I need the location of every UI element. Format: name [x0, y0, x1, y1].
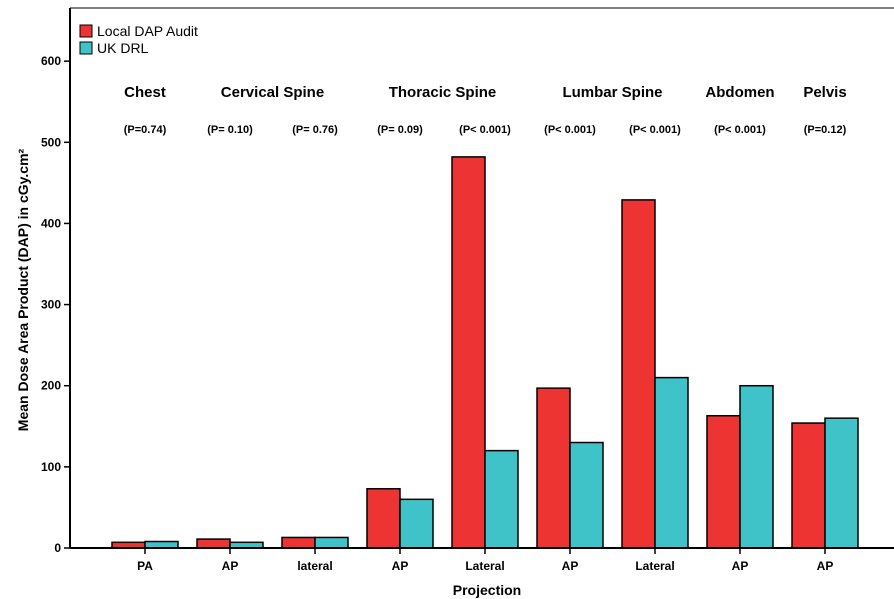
y-ticks: 0 100 200 300 400 500 600 [41, 54, 70, 555]
group-label: Thoracic Spine [389, 84, 497, 101]
x-axis-label: Projection [453, 582, 521, 598]
bar-uk-drl-4 [484, 449, 519, 549]
x-tick-label: lateral [297, 559, 332, 573]
p-value-labels: (P=0.74) (P= 0.10) (P= 0.76) (P= 0.09) (P< 0… [124, 124, 847, 136]
y-tick-label: 300 [41, 298, 61, 312]
x-tick-label: AP [222, 559, 239, 573]
bar-uk-drl-3 [399, 498, 434, 549]
group-label: Cervical Spine [221, 84, 324, 101]
x-tick-label: PA [137, 559, 153, 573]
p-value-label: (P< 0.001) [459, 124, 511, 136]
bar-uk-drl-7 [739, 384, 774, 549]
group-label: Pelvis [803, 84, 846, 101]
bar-uk-drl-6 [654, 376, 689, 549]
bar-local-dap-6 [621, 199, 656, 549]
y-tick-label: 0 [54, 541, 61, 555]
group-label: Abdomen [705, 84, 774, 101]
bar-uk-drl-8 [824, 417, 859, 549]
bar-local-dap-1 [196, 538, 231, 549]
p-value-label: (P= 0.10) [207, 124, 253, 136]
x-tick-label: AP [562, 559, 579, 573]
x-tick-label: Lateral [635, 559, 674, 573]
x-tick-label: Lateral [465, 559, 504, 573]
bar-local-dap-7 [706, 414, 741, 549]
bar-uk-drl-5 [569, 441, 604, 549]
p-value-label: (P< 0.001) [629, 124, 681, 136]
bar-local-dap-4 [451, 156, 486, 549]
y-tick-label: 200 [41, 379, 61, 393]
bar-local-dap-8 [791, 422, 826, 549]
p-value-label: (P< 0.001) [544, 124, 596, 136]
y-tick-label: 500 [41, 135, 61, 149]
y-tick-label: 600 [41, 54, 61, 68]
p-value-label: (P= 0.76) [292, 124, 338, 136]
group-label: Lumbar Spine [562, 84, 662, 101]
p-value-label: (P=0.12) [804, 124, 847, 136]
x-tick-label: AP [392, 559, 409, 573]
p-value-label: (P= 0.09) [377, 124, 423, 136]
legend-label: UK DRL [97, 40, 149, 56]
legend-swatch-local-dap [79, 24, 93, 38]
axes-layer [69, 7, 894, 549]
p-value-label: (P< 0.001) [714, 124, 766, 136]
x-ticks: PA AP lateral AP Lateral AP Lateral AP AP [137, 548, 833, 573]
p-value-label: (P=0.74) [124, 124, 167, 136]
y-tick-label: 100 [41, 460, 61, 474]
x-tick-label: AP [817, 559, 834, 573]
group-label: Chest [124, 84, 166, 101]
x-tick-label: AP [732, 559, 749, 573]
bar-local-dap-5 [536, 387, 571, 549]
group-labels: Chest Cervical Spine Thoracic Spine Lumbar … [124, 84, 847, 101]
bar-local-dap-3 [366, 488, 401, 549]
y-axis-label: Mean Dose Area Product (DAP) in cGy.cm² [15, 148, 31, 431]
bars-layer [111, 156, 859, 549]
bar-local-dap-2 [281, 536, 316, 549]
bar-uk-drl-2 [314, 536, 349, 549]
legend-label: Local DAP Audit [97, 23, 198, 39]
y-tick-label: 400 [41, 216, 61, 230]
legend-swatch-uk-drl [79, 41, 93, 55]
